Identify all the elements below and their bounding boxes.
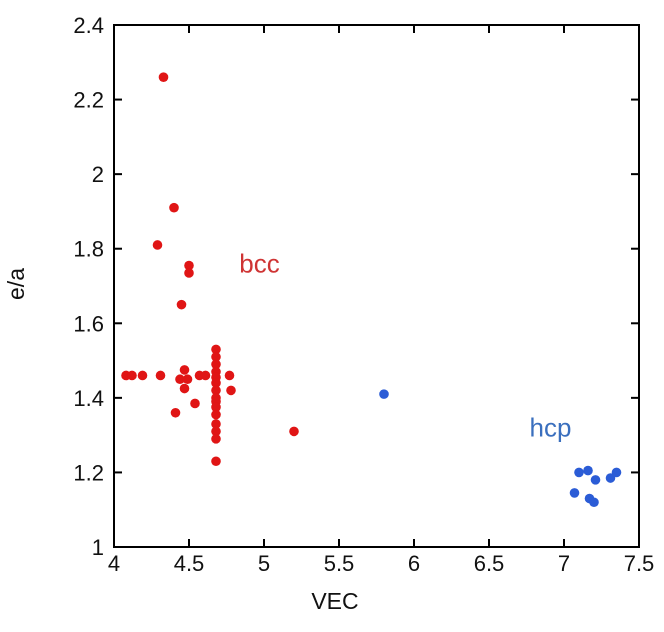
data-point-bcc <box>211 419 221 429</box>
data-point-hcp <box>379 389 389 399</box>
y-tick-label: 1.2 <box>73 460 104 485</box>
series-label-hcp: hcp <box>530 413 572 443</box>
data-point-bcc <box>170 407 181 418</box>
data-point-bcc <box>179 383 190 394</box>
data-point-bcc <box>137 370 148 381</box>
data-point-bcc <box>152 240 163 250</box>
data-point-bcc <box>179 365 190 375</box>
y-axis-title: e/a <box>3 268 29 300</box>
data-point-bcc <box>184 268 194 278</box>
y-tick-label: 2 <box>92 162 104 187</box>
data-point-bcc <box>224 370 235 381</box>
x-tick-label: 4 <box>108 551 120 576</box>
x-tick-label: 6.5 <box>474 551 505 576</box>
x-tick-label: 7.5 <box>624 551 655 576</box>
data-point-bcc <box>211 402 221 412</box>
data-point-bcc <box>211 409 221 420</box>
data-point-hcp <box>574 467 584 478</box>
y-tick-label: 1 <box>92 535 104 560</box>
data-point-bcc <box>226 385 236 396</box>
x-tick-label: 6 <box>408 551 420 576</box>
data-point-bcc <box>155 370 166 381</box>
y-tick-label: 1.4 <box>73 386 104 411</box>
data-point-bcc <box>158 72 169 82</box>
data-point-bcc <box>211 434 221 444</box>
y-tick-label: 2.4 <box>73 13 104 38</box>
data-point-bcc <box>127 370 137 381</box>
chart-layer: 4 4.5 5 5.5 6 6.5 7 7.5 1 1.2 1.4 1.6 1.8 2 2.2 2.4 bcc h… <box>73 13 654 576</box>
data-point-bcc <box>176 299 187 310</box>
data-point-bcc <box>175 374 185 385</box>
y-tick-label: 1.6 <box>73 311 104 336</box>
data-point-hcp <box>569 488 580 498</box>
y-tick-label: 1.8 <box>73 237 104 262</box>
data-point-bcc <box>184 260 194 271</box>
data-point-hcp <box>590 475 601 485</box>
data-point-bcc <box>211 385 221 396</box>
data-point-bcc <box>211 456 221 467</box>
data-point-bcc <box>182 374 193 385</box>
data-point-bcc <box>289 426 299 437</box>
x-tick-label: 4.5 <box>174 551 205 576</box>
x-tick-label: 5.5 <box>324 551 355 576</box>
data-point-hcp <box>611 467 622 478</box>
x-tick-label: 7 <box>558 551 570 576</box>
data-point-bcc <box>190 398 200 409</box>
y-tick-label: 2.2 <box>73 88 104 113</box>
data-point-bcc <box>211 378 221 388</box>
data-point-bcc <box>211 352 221 362</box>
data-point-hcp <box>583 465 593 476</box>
plot-border <box>113 24 640 548</box>
x-tick-label: 5 <box>258 551 270 576</box>
data-point-bcc <box>211 426 221 437</box>
data-point-bcc <box>211 359 221 370</box>
data-point-bcc <box>211 344 221 355</box>
data-point-hcp <box>605 473 616 483</box>
data-point-bcc <box>200 370 211 381</box>
series-label-bcc: bcc <box>239 249 279 279</box>
data-point-bcc <box>169 202 179 213</box>
data-point-hcp <box>589 497 599 508</box>
x-axis-title: VEC <box>311 588 358 614</box>
